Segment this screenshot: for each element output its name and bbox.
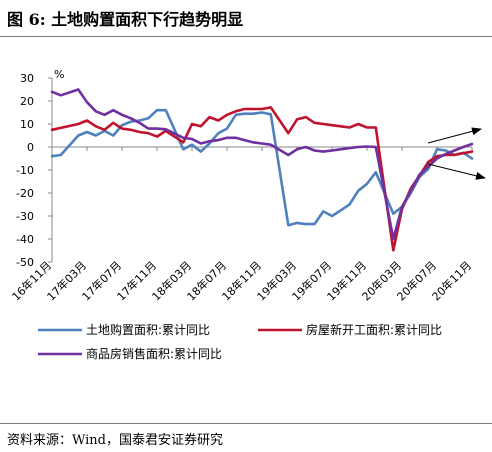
y-tick-label: 10 — [20, 118, 34, 131]
legend-label-2: 房屋新开工面积:累计同比 — [306, 322, 442, 337]
y-tick-label: -50 — [16, 256, 34, 269]
trend-arrow-up — [427, 127, 482, 144]
figure-title: 图 6: 土地购置面积下行趋势明显 — [7, 10, 244, 29]
legend-label-3: 商品房销售面积:累计同比 — [86, 346, 222, 361]
trend-arrow-down — [427, 163, 486, 180]
series-line-1 — [50, 108, 474, 227]
title-bar: 图 6: 土地购置面积下行趋势明显 — [0, 0, 492, 37]
line-chart: 3020100-10-20-30-40-50%16年11月17年03月17年07… — [9, 68, 486, 361]
y-tick-label: 30 — [20, 72, 34, 85]
y-tick-label: 0 — [27, 141, 34, 154]
source-note: 资料来源：Wind，国泰君安证券研究 — [7, 433, 223, 448]
y-tick-label: -30 — [16, 210, 34, 223]
legend-label-1: 土地购置面积:累计同比 — [86, 322, 210, 337]
y-tick-label: -40 — [16, 233, 34, 246]
y-unit-label: % — [54, 68, 64, 81]
y-tick-label: -20 — [16, 187, 34, 200]
series-line-2 — [50, 106, 474, 252]
source-bar: 资料来源：Wind，国泰君安证券研究 — [0, 423, 492, 452]
y-tick-label: -10 — [16, 164, 34, 177]
y-tick-label: 20 — [20, 95, 34, 108]
series-line-3 — [50, 88, 474, 241]
